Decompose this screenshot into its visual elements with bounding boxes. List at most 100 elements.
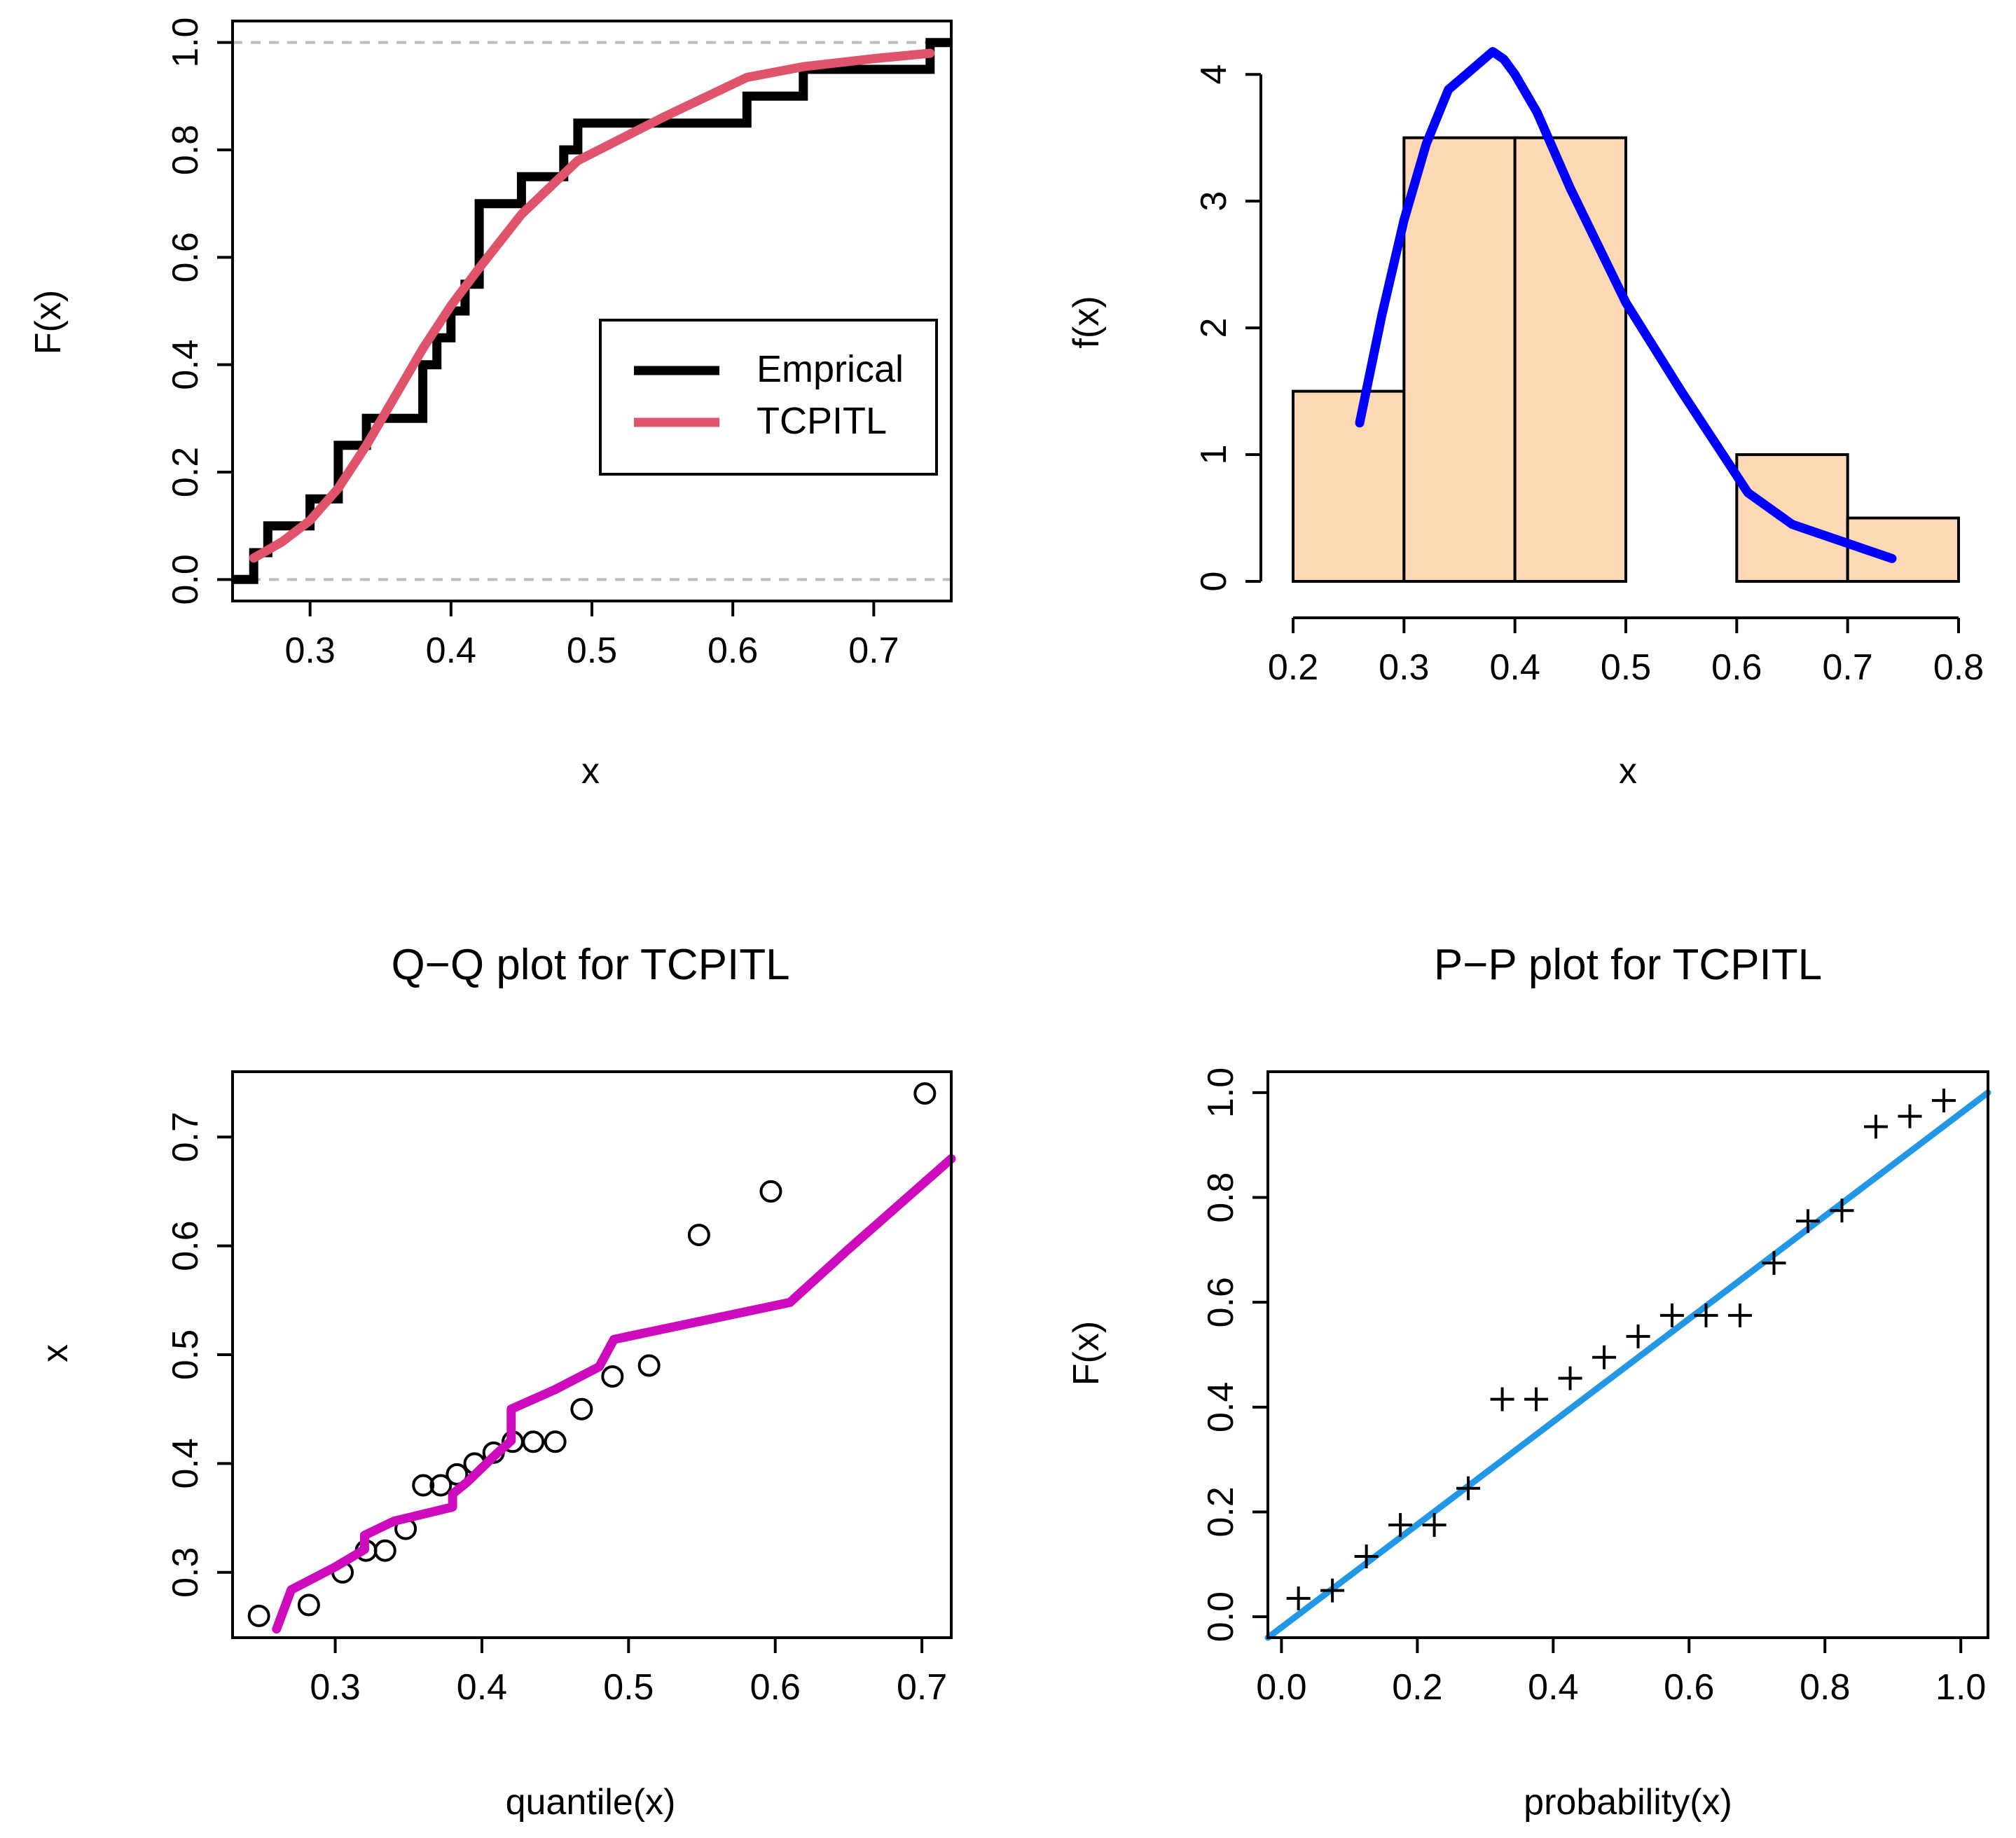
pp-point — [1354, 1545, 1379, 1569]
qq-marks — [247, 1082, 956, 1634]
qq-point — [446, 1463, 469, 1486]
pp-diagonal-line — [1264, 1089, 1991, 1641]
qq-point — [429, 1474, 453, 1497]
pp-point — [1320, 1578, 1345, 1603]
qq-point — [570, 1397, 593, 1421]
y-tick-label: 4 — [1194, 64, 1234, 85]
qq-point — [913, 1082, 937, 1105]
x-tick-label: 0.6 — [1711, 647, 1762, 688]
cdf-axes: 0.3 0.4 0.5 0.6 0.7 0.0 0.2 0.4 0.6 0.8 1.0 — [165, 18, 953, 671]
x-tick-label: 0.3 — [310, 1667, 360, 1708]
x-tick-label: 1.0 — [1935, 1667, 1986, 1708]
x-tick-label: 0.8 — [1933, 647, 1984, 688]
pp-point — [1931, 1089, 1956, 1113]
x-tick-label: 0.6 — [1664, 1667, 1714, 1708]
pp-point — [1796, 1209, 1820, 1234]
y-tick-label: 0.4 — [165, 1438, 206, 1488]
pp-point — [1456, 1476, 1481, 1500]
x-tick-label: 0.5 — [603, 1667, 654, 1708]
qq-point — [687, 1224, 710, 1247]
pp-point — [1592, 1345, 1617, 1369]
qq-point — [637, 1354, 661, 1377]
cdf-panel: 0.3 0.4 0.5 0.6 0.7 0.0 0.2 0.4 0.6 0.8 1.0 x F(x)… — [28, 18, 953, 792]
x-tick-label: 0.5 — [1601, 647, 1651, 688]
pp-x-axis-label: probability(x) — [1524, 1782, 1732, 1823]
histogram-bar — [1292, 389, 1406, 583]
qq-y-axis-label: x — [35, 1344, 76, 1362]
plot-frame — [231, 20, 953, 602]
qq-x-axis-label: quantile(x) — [506, 1782, 676, 1823]
x-tick-label: 0.4 — [1490, 647, 1540, 688]
pp-point — [1830, 1198, 1854, 1223]
x-tick-label: 0.5 — [567, 630, 617, 671]
pp-point — [1660, 1303, 1685, 1327]
y-tick-label: 0.2 — [1201, 1486, 1241, 1537]
y-tick-label: 0.2 — [165, 447, 206, 497]
y-tick-label: 0.4 — [165, 340, 206, 390]
y-tick-label: 1.0 — [1201, 1067, 1241, 1118]
x-tick-label: 0.8 — [1800, 1667, 1850, 1708]
qq-point — [544, 1430, 567, 1453]
histogram-bar — [1513, 136, 1628, 583]
x-tick-label: 0.2 — [1392, 1667, 1442, 1708]
y-tick-label: 0.8 — [1201, 1172, 1241, 1222]
qq-point — [759, 1180, 782, 1203]
pp-point — [1524, 1387, 1549, 1411]
pp-point — [1863, 1114, 1888, 1139]
y-tick-label: 0.6 — [165, 1220, 206, 1271]
y-tick-label: 0.6 — [1201, 1277, 1241, 1327]
x-tick-label: 0.4 — [1528, 1667, 1578, 1708]
qq-axes: 0.3 0.4 0.5 0.6 0.7 0.3 0.4 0.5 0.6 0.7 — [165, 1070, 953, 1708]
plot-frame — [1266, 1070, 1989, 1639]
y-tick-label: 0 — [1194, 572, 1234, 592]
cdf-legend: Emprical TCPITL — [599, 319, 938, 476]
pp-y-axis-label: F(x) — [1066, 1321, 1107, 1386]
x-tick-label: 0.0 — [1256, 1667, 1306, 1708]
pp-marks — [1264, 1089, 1991, 1641]
x-tick-label: 0.2 — [1268, 647, 1318, 688]
qq-title: Q−Q plot for TCPITL — [391, 941, 789, 989]
x-tick-label: 0.4 — [426, 630, 476, 671]
density-x-axis-label: x — [1619, 751, 1637, 792]
cdf-marks — [233, 38, 951, 584]
plot-frame — [231, 1070, 953, 1639]
qq-point — [373, 1539, 396, 1562]
pp-point — [1490, 1387, 1514, 1411]
x-tick-label: 0.7 — [848, 630, 899, 671]
cdf-x-axis-label: x — [581, 751, 600, 792]
empirical-cdf-step-line — [233, 38, 951, 584]
pp-point — [1898, 1104, 1922, 1128]
y-tick-label: 3 — [1194, 191, 1234, 212]
y-tick-label: 0.8 — [165, 125, 206, 175]
pp-panel: P−P plot for TCPITL 0.0 0.2 0.4 0.6 0.8 1.00.… — [1066, 941, 1991, 1823]
y-tick-label: 2 — [1194, 318, 1234, 338]
x-tick-label: 0.6 — [750, 1667, 801, 1708]
pp-point — [1558, 1366, 1582, 1390]
density-panel: 0.2 0.3 0.4 0.5 0.6 0.7 0.8 0 1 2 3 4 x f(x) — [1066, 47, 1984, 792]
density-axes: 0.2 0.3 0.4 0.5 0.6 0.7 0.8 0 1 2 3 4 — [1194, 64, 1984, 688]
x-tick-label: 0.7 — [1823, 647, 1873, 688]
qq-point — [522, 1430, 545, 1453]
density-marks — [1292, 47, 1961, 583]
x-tick-label: 0.3 — [284, 630, 335, 671]
qq-panel: Q−Q plot for TCPITL 0.3 0.4 0.5 0.6 0.7 0.3 0.… — [35, 941, 956, 1823]
density-curve — [1355, 47, 1897, 563]
qq-point — [601, 1365, 624, 1388]
y-tick-label: 0.7 — [165, 1112, 206, 1162]
y-tick-label: 1 — [1194, 445, 1234, 465]
pp-point — [1626, 1324, 1650, 1348]
x-tick-label: 0.3 — [1379, 647, 1429, 688]
y-tick-label: 0.0 — [1201, 1591, 1241, 1642]
legend-empirical-label: Emprical — [757, 348, 904, 390]
y-tick-label: 0.0 — [165, 554, 206, 604]
y-tick-label: 0.6 — [165, 232, 206, 282]
histogram-bar — [1735, 453, 1849, 583]
y-tick-label: 1.0 — [165, 18, 206, 68]
y-tick-label: 0.5 — [165, 1329, 206, 1380]
pp-point — [1694, 1303, 1718, 1327]
qq-point — [412, 1474, 435, 1497]
y-tick-label: 0.3 — [165, 1547, 206, 1598]
pp-point — [1286, 1586, 1311, 1610]
cdf-y-axis-label: F(x) — [28, 290, 69, 354]
